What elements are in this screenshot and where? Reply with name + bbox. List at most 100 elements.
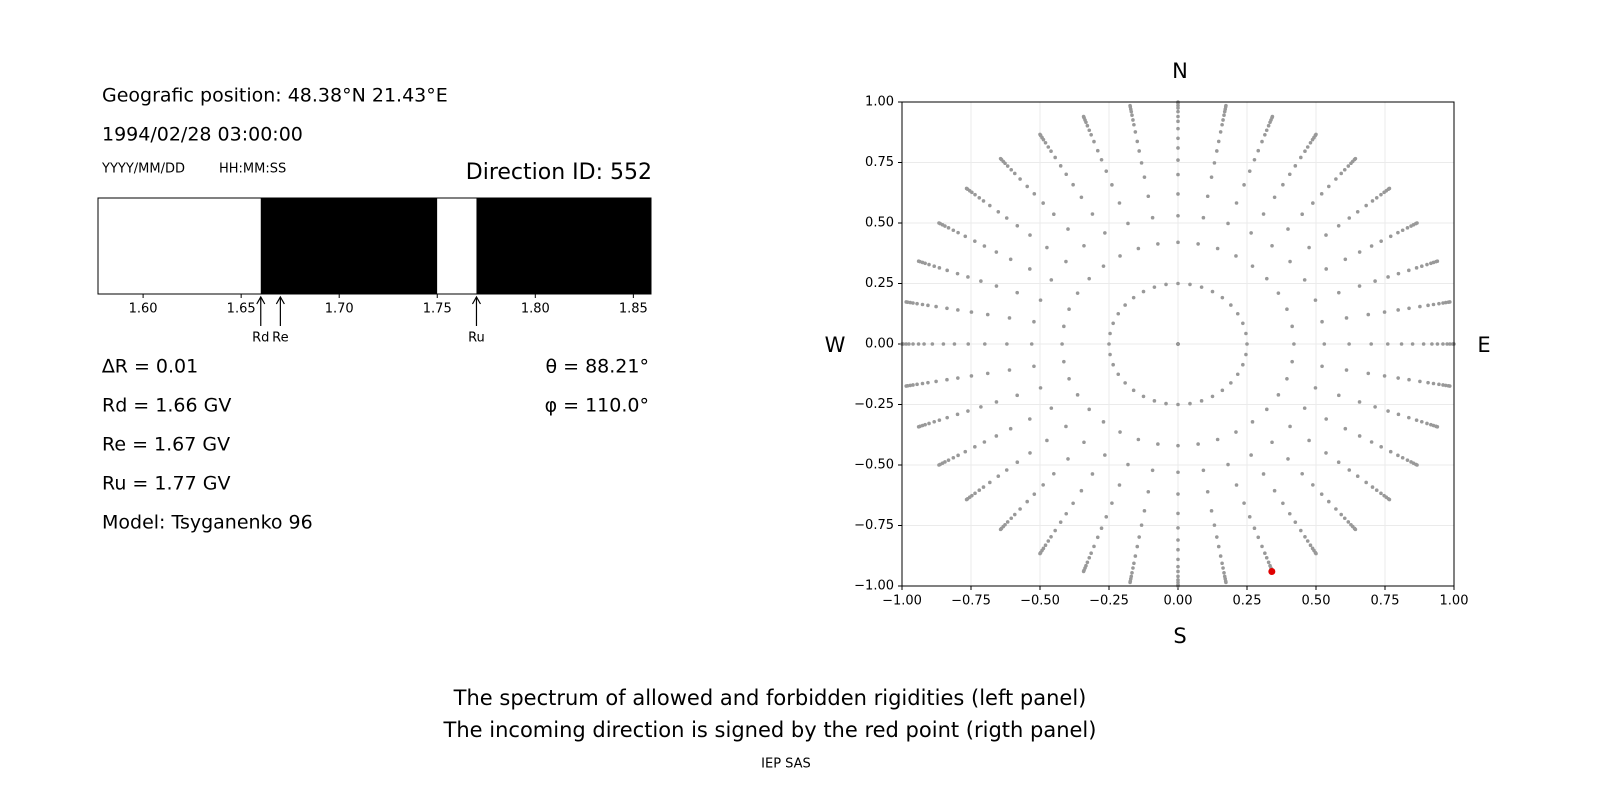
direction-point	[979, 405, 983, 409]
direction-point	[1234, 430, 1238, 434]
direction-point	[1385, 342, 1390, 346]
direction-point	[1142, 509, 1147, 513]
direction-point	[1314, 132, 1318, 137]
direction-point	[1029, 342, 1034, 346]
direction-point	[1111, 321, 1115, 326]
direction-point	[1435, 342, 1440, 346]
x-tick-label: 1.65	[227, 302, 256, 317]
direction-point	[1324, 233, 1328, 237]
direction-point	[1357, 434, 1362, 438]
direction-point	[1419, 264, 1424, 268]
direction-point	[1272, 195, 1277, 200]
direction-point	[977, 195, 982, 200]
direction-point	[1290, 324, 1294, 329]
direction-point	[1448, 342, 1452, 346]
direction-point	[1299, 528, 1303, 533]
direction-point	[1396, 271, 1401, 276]
direction-point	[1443, 383, 1448, 388]
direction-point	[1049, 406, 1054, 410]
direction-point	[934, 304, 938, 309]
direction-point	[911, 383, 915, 387]
direction-point	[915, 301, 919, 306]
direction-point	[1366, 312, 1371, 317]
direction-point	[1137, 535, 1141, 539]
direction-point	[1075, 393, 1080, 397]
direction-point	[1224, 580, 1228, 585]
info-line: Model: Tsyganenko 96	[102, 512, 313, 534]
direction-point	[920, 381, 925, 386]
direction-point	[1081, 569, 1086, 574]
x-tick-label: −0.25	[1089, 594, 1129, 609]
direction-point	[982, 440, 987, 444]
direction-point	[1234, 201, 1239, 205]
direction-point	[994, 434, 999, 438]
direction-point	[916, 259, 921, 264]
direction-point	[996, 474, 1001, 479]
direction-point	[1426, 380, 1430, 385]
y-tick-label: 1.00	[865, 95, 894, 110]
date-format: YYYY/MM/DD	[101, 162, 185, 177]
direction-point	[1199, 285, 1204, 289]
direction-point	[1028, 233, 1032, 237]
direction-point	[1049, 278, 1054, 282]
direction-point	[1319, 492, 1324, 496]
direction-point	[1005, 164, 1010, 168]
direction-point	[1396, 308, 1400, 312]
direction-point	[1266, 123, 1271, 128]
direction-point	[994, 250, 999, 254]
direction-point	[994, 400, 999, 404]
direction-point	[927, 262, 931, 267]
direction-point	[945, 377, 949, 382]
direction-point	[908, 300, 913, 305]
direction-point	[1038, 132, 1042, 137]
position: Geografic position: 48.38°N 21.43°E	[102, 85, 448, 107]
direction-point	[1141, 289, 1146, 294]
direction-point	[1205, 489, 1210, 494]
direction-point	[1244, 352, 1248, 357]
direction-point	[998, 527, 1003, 532]
direction-point	[973, 192, 977, 197]
direction-point	[937, 418, 942, 422]
direction-point	[1272, 488, 1277, 493]
x-tick-label: −0.75	[951, 594, 991, 609]
y-tick-label: 0.00	[865, 337, 894, 352]
direction-point	[1176, 172, 1180, 177]
direction-point	[1445, 342, 1449, 346]
direction-point	[1334, 177, 1338, 181]
direction-point	[1324, 451, 1328, 455]
direction-point	[1313, 298, 1318, 302]
y-tick-label: −1.00	[854, 579, 894, 594]
x-tick-label: −0.50	[1020, 594, 1060, 609]
direction-point	[1038, 551, 1042, 556]
direction-point	[1344, 368, 1349, 372]
direction-point	[1152, 285, 1157, 289]
direction-point	[1369, 440, 1374, 444]
direction-id: Direction ID: 552	[466, 160, 652, 185]
marker-label: Rd	[252, 331, 269, 346]
direction-point	[1320, 364, 1324, 369]
direction-point	[985, 371, 990, 376]
direction-point	[1131, 118, 1135, 122]
direction-point	[1071, 182, 1075, 187]
x-tick-label: 1.80	[521, 302, 550, 317]
direction-point	[1032, 492, 1037, 496]
x-tick-label: 1.60	[129, 302, 158, 317]
direction-point	[1176, 402, 1180, 407]
direction-point	[1046, 539, 1051, 543]
direction-point	[1448, 300, 1452, 304]
direction-point	[1104, 169, 1109, 173]
direction-point	[1400, 228, 1405, 233]
direction-point	[1426, 303, 1430, 308]
direction-point	[1302, 406, 1307, 410]
direction-point	[1396, 376, 1400, 380]
direction-point	[1041, 483, 1045, 487]
direction-point	[1242, 501, 1246, 505]
direction-point	[1082, 440, 1086, 445]
direction-point	[1126, 221, 1130, 226]
direction-point	[981, 199, 986, 203]
direction-point	[1067, 376, 1071, 381]
direction-point	[1118, 254, 1122, 258]
angle-line: θ = 88.21°	[545, 356, 649, 378]
direction-point	[1210, 289, 1215, 294]
direction-point	[1176, 114, 1180, 119]
